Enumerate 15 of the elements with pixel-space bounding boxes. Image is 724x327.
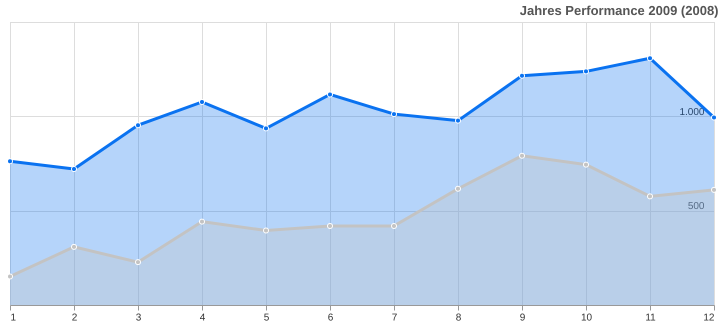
x-tick-label: 11	[645, 312, 656, 324]
x-tick-label: 6	[328, 312, 334, 324]
x-tick-label: 9	[520, 312, 526, 324]
x-tick-label: 12	[703, 312, 715, 324]
x-tick-label: 3	[136, 312, 142, 324]
x-tick-label: 10	[580, 312, 592, 324]
x-tick-label: 2	[72, 312, 78, 324]
x-tick-label: 5	[264, 312, 270, 324]
chart-title: Jahres Performance 2009 (2008)	[520, 3, 718, 18]
x-tick-label: 1	[10, 312, 16, 324]
x-tick-label: 8	[456, 312, 462, 324]
y-tick-label: 1.000	[679, 106, 705, 118]
x-tick-label: 4	[200, 312, 206, 324]
y-tick-label: 500	[688, 201, 705, 212]
x-tick-label: 7	[392, 312, 398, 324]
